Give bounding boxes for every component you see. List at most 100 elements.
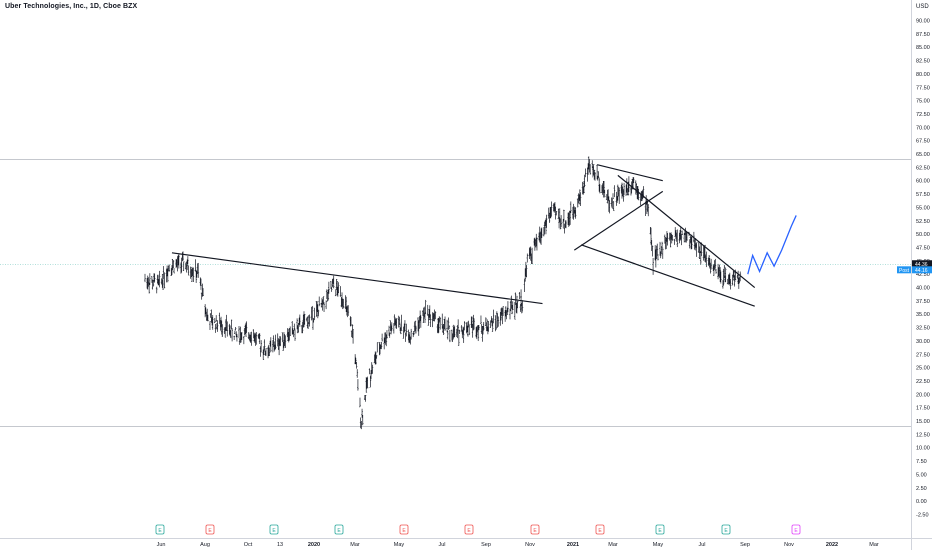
- price-bar: [723, 264, 726, 279]
- trendline-3[interactable]: [617, 174, 756, 288]
- price-bar: [446, 319, 448, 333]
- trendline-1[interactable]: [596, 164, 663, 182]
- earnings-marker[interactable]: E: [464, 524, 474, 535]
- earnings-letter: E: [402, 528, 406, 534]
- price-bar: [472, 314, 475, 331]
- price-bar: [357, 379, 359, 391]
- time-tick-label: Nov: [525, 542, 535, 548]
- earnings-marker[interactable]: E: [595, 524, 605, 535]
- time-tick-label: Sep: [740, 542, 750, 548]
- price-bar: [480, 315, 482, 325]
- earnings-marker[interactable]: E: [334, 524, 344, 535]
- price-bar: [229, 330, 232, 339]
- time-tick-label: 13: [277, 542, 283, 548]
- price-bar: [729, 278, 732, 290]
- price-bar: [621, 182, 623, 199]
- price-bar: [500, 308, 502, 321]
- price-bar: [349, 316, 352, 327]
- price-bar: [381, 333, 384, 342]
- earnings-marker[interactable]: E: [655, 524, 665, 535]
- earnings-marker[interactable]: E: [791, 524, 801, 535]
- price-bar: [342, 298, 345, 309]
- price-bar: [255, 331, 258, 345]
- price-tick-label: 57.50: [916, 192, 930, 198]
- price-bar: [418, 316, 421, 329]
- price-bar: [366, 376, 369, 389]
- time-tick-label: 2021: [567, 542, 579, 548]
- earnings-letter: E: [158, 528, 162, 534]
- price-bar: [613, 185, 616, 198]
- price-tick-label: 75.00: [916, 99, 930, 105]
- current-price-label: 44.36: [915, 262, 928, 268]
- price-bar: [446, 330, 449, 340]
- price-bar: [518, 291, 521, 300]
- price-bar: [303, 314, 306, 325]
- price-bar: [520, 289, 522, 307]
- price-bar: [471, 316, 473, 328]
- earnings-marker[interactable]: E: [155, 524, 165, 535]
- trendline-4[interactable]: [581, 244, 755, 307]
- price-bar: [152, 280, 155, 287]
- price-bar: [173, 268, 175, 274]
- earnings-marker[interactable]: E: [205, 524, 215, 535]
- price-bar: [166, 268, 169, 283]
- price-bar: [292, 329, 295, 338]
- price-bar: [195, 269, 198, 283]
- price-bar: [708, 255, 710, 266]
- price-bar: [327, 289, 330, 301]
- price-bar: [675, 230, 677, 240]
- earnings-letter: E: [337, 528, 341, 534]
- price-bar: [671, 235, 674, 241]
- price-bar: [589, 164, 592, 175]
- price-bar: [289, 326, 292, 336]
- price-bar: [576, 198, 579, 208]
- price-bar: [279, 336, 282, 347]
- price-bar: [213, 317, 216, 324]
- price-bar: [355, 362, 358, 369]
- price-bar: [395, 318, 398, 329]
- price-bar: [388, 332, 391, 338]
- post-price-tag: Post 44.16: [897, 266, 932, 274]
- price-bar: [603, 180, 605, 193]
- price-bar: [578, 189, 581, 201]
- price-bar: [502, 306, 504, 317]
- price-bar: [514, 292, 517, 305]
- price-tick-label: 47.50: [916, 245, 930, 251]
- price-bar: [560, 215, 563, 228]
- price-bar: [415, 325, 417, 334]
- earnings-marker[interactable]: E: [399, 524, 409, 535]
- price-bar: [548, 213, 551, 223]
- earnings-marker[interactable]: E: [269, 524, 279, 535]
- time-tick-label: Mar: [350, 542, 360, 548]
- price-bar: [475, 326, 478, 340]
- price-bar: [360, 421, 363, 430]
- price-bar: [197, 262, 200, 278]
- price-bar: [321, 299, 324, 311]
- earnings-letter: E: [598, 528, 602, 534]
- price-bar: [269, 337, 272, 353]
- price-bar: [389, 320, 392, 332]
- price-bar: [230, 319, 233, 330]
- price-bar: [451, 333, 454, 342]
- earnings-marker[interactable]: E: [530, 524, 540, 535]
- price-tick-label: 0.00: [916, 499, 927, 505]
- price-bar: [513, 302, 516, 320]
- price-bar: [451, 329, 453, 341]
- price-bar: [661, 247, 664, 259]
- trendline-0[interactable]: [171, 252, 543, 305]
- price-bar: [557, 208, 560, 219]
- earnings-letter: E: [533, 528, 537, 534]
- price-bar: [376, 342, 379, 353]
- price-bar: [364, 395, 367, 402]
- price-bar: [594, 172, 596, 181]
- horizontal-lines: [0, 158, 911, 427]
- projection-line[interactable]: [747, 215, 797, 275]
- price-tick-label: 60.00: [916, 179, 930, 185]
- trendline-2[interactable]: [573, 190, 664, 251]
- price-bar: [168, 264, 171, 272]
- price-bar: [644, 201, 647, 217]
- earnings-marker[interactable]: E: [721, 524, 731, 535]
- price-bar: [361, 414, 364, 426]
- price-tick-label: 37.50: [916, 299, 930, 305]
